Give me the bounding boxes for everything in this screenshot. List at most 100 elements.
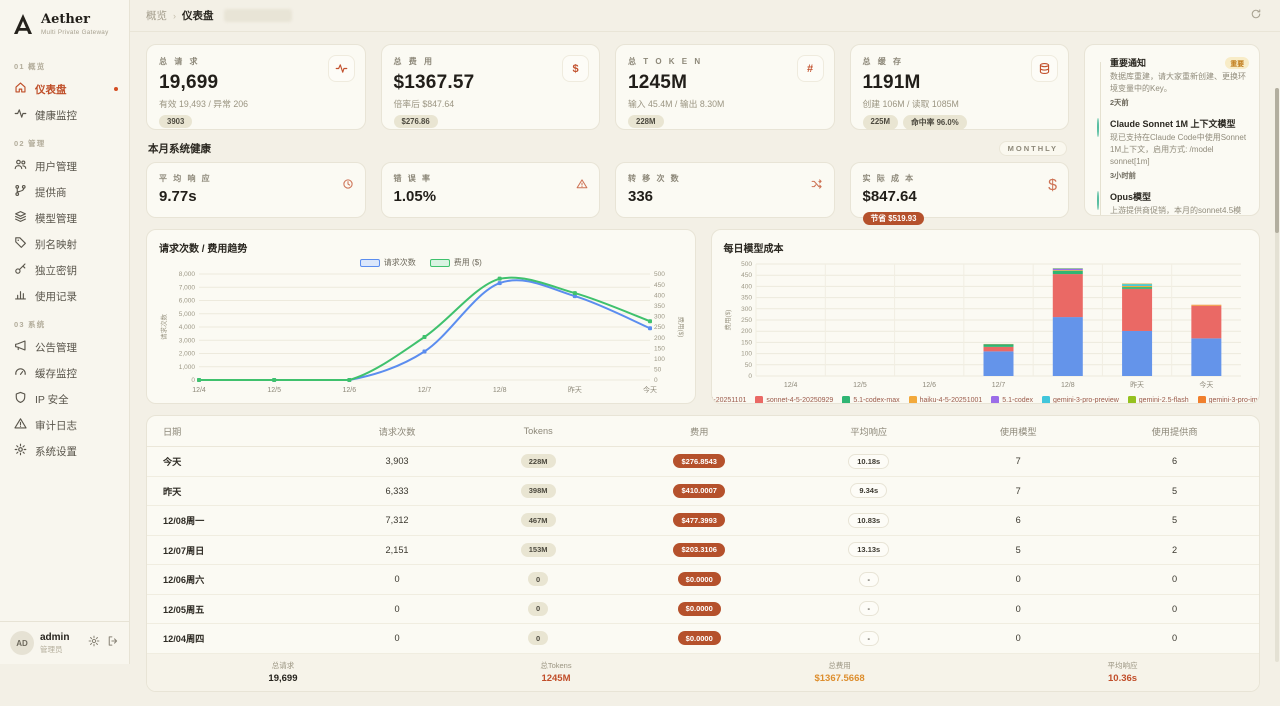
sidebar-item-key[interactable]: 独立密钥 xyxy=(0,257,129,283)
legend-item[interactable]: sonnet-4-5-20250929 xyxy=(755,396,833,404)
svg-text:请求次数: 请求次数 xyxy=(159,314,168,341)
sidebar-item-users[interactable]: 用户管理 xyxy=(0,153,129,179)
svg-text:400: 400 xyxy=(741,283,752,290)
key-icon xyxy=(14,262,27,278)
cell-response: 10.83s xyxy=(791,506,946,536)
cell-providers: 0 xyxy=(1090,594,1259,624)
legend-item[interactable]: 费用 ($) xyxy=(430,257,482,268)
health-label: 转 移 次 数 xyxy=(628,173,822,184)
legend-item[interactable]: 5.1-codex xyxy=(991,396,1033,404)
scrollbar[interactable] xyxy=(1275,88,1279,662)
sidebar-item-label: 公告管理 xyxy=(35,340,77,355)
monthly-tag: MONTHLY xyxy=(999,141,1067,156)
table-total: 总费用$1367.5668 xyxy=(814,660,864,684)
sidebar-item-label: 用户管理 xyxy=(35,159,77,174)
cell-response: - xyxy=(791,624,946,654)
notification-item[interactable]: Claude Sonnet 1M 上下文模型现已支持在Claude Code中使… xyxy=(1110,117,1249,181)
svg-text:6,000: 6,000 xyxy=(179,298,196,305)
sidebar-item-label: 缓存监控 xyxy=(35,366,77,381)
stat-value: 1245M xyxy=(628,72,822,94)
line-chart[interactable]: 01,0002,0003,0004,0005,0006,0007,0008,00… xyxy=(159,268,684,396)
legend-item[interactable]: gemini-3-pro-image-preview xyxy=(1198,396,1260,404)
sidebar-item-gauge[interactable]: 缓存监控 xyxy=(0,360,129,386)
sidebar-item-layers[interactable]: 模型管理 xyxy=(0,205,129,231)
sidebar-item-label: IP 安全 xyxy=(35,392,69,407)
settings-icon[interactable] xyxy=(88,634,100,652)
svg-text:150: 150 xyxy=(654,345,665,352)
sidebar-item-gear[interactable]: 系统设置 xyxy=(0,438,129,464)
legend-item[interactable]: opus-4-5-20251101 xyxy=(711,396,747,404)
svg-text:0: 0 xyxy=(654,377,658,384)
sidebar-item-megaphone[interactable]: 公告管理 xyxy=(0,334,129,360)
logout-icon[interactable] xyxy=(107,634,119,652)
sidebar-item-label: 审计日志 xyxy=(35,418,77,433)
cell-requests: 3,903 xyxy=(325,447,469,477)
svg-text:12/8: 12/8 xyxy=(1060,382,1074,389)
sidebar-item-shield[interactable]: IP 安全 xyxy=(0,386,129,412)
svg-text:12/6: 12/6 xyxy=(343,387,357,394)
cell-cost: $0.0000 xyxy=(607,594,791,624)
cell-tokens: 467M xyxy=(469,506,607,536)
cell-date: 12/07周日 xyxy=(147,535,325,565)
bar-chart-title: 每日模型成本 xyxy=(724,240,1248,255)
cell-providers: 0 xyxy=(1090,565,1259,595)
stat-label: 总 T O K E N xyxy=(628,56,822,67)
health-label: 平 均 响 应 xyxy=(159,173,353,184)
cell-providers: 6 xyxy=(1090,447,1259,477)
sidebar-item-git[interactable]: 提供商 xyxy=(0,179,129,205)
warning-icon xyxy=(576,177,588,195)
column-header: 平均响应 xyxy=(791,416,946,447)
svg-text:费用($): 费用($) xyxy=(677,317,684,338)
sidebar-item-bar-chart[interactable]: 使用记录 xyxy=(0,283,129,309)
sidebar-item-alert[interactable]: 审计日志 xyxy=(0,412,129,438)
refresh-icon[interactable] xyxy=(1250,8,1262,23)
breadcrumb-root[interactable]: 概览 xyxy=(146,8,167,23)
notification-item[interactable]: Opus模型上游提供商促销，本月的sonnet4.5模型请求，将自动尽量转为op… xyxy=(1110,190,1249,216)
legend-item[interactable]: gemini-2.5-flash xyxy=(1128,396,1189,404)
legend-item[interactable]: haiku-4-5-20251001 xyxy=(909,396,983,404)
cell-date: 12/04周四 xyxy=(147,624,325,654)
notification-item[interactable]: 重要通知重要数据库重建，请大家重新创建、更换环境变量中的Key。2天前 xyxy=(1110,56,1249,108)
legend-item[interactable]: 5.1-codex-max xyxy=(842,396,899,404)
legend-item[interactable]: 请求次数 xyxy=(360,257,416,268)
svg-text:12/7: 12/7 xyxy=(991,382,1005,389)
sidebar-item-pulse[interactable]: 健康监控 xyxy=(0,102,129,128)
users-icon xyxy=(14,158,27,174)
sidebar-item-tag[interactable]: 别名映射 xyxy=(0,231,129,257)
stat-label: 总 请 求 xyxy=(159,56,353,67)
stat-badge: 228M xyxy=(628,115,664,128)
legend-item[interactable]: gemini-3-pro-preview xyxy=(1042,396,1119,404)
stat-badge: 225M xyxy=(863,115,899,130)
sidebar-item-dashboard[interactable]: 仪表盘 xyxy=(0,76,129,102)
cell-cost: $0.0000 xyxy=(607,624,791,654)
legend-swatch-icon xyxy=(1128,396,1136,404)
cell-providers: 5 xyxy=(1090,476,1259,506)
timeline-dot-icon xyxy=(1097,192,1099,210)
app-title: Aether xyxy=(41,13,109,27)
topbar: 概览 › 仪表盘 xyxy=(130,0,1280,32)
svg-text:100: 100 xyxy=(741,351,752,358)
column-header: 日期 xyxy=(147,416,325,447)
cell-response: - xyxy=(791,594,946,624)
svg-text:350: 350 xyxy=(741,295,752,302)
svg-text:3,000: 3,000 xyxy=(179,337,196,344)
sidebar-item-label: 健康监控 xyxy=(35,108,77,123)
avatar: AD xyxy=(10,631,34,655)
health-value: 9.77s xyxy=(159,188,353,205)
svg-text:昨天: 昨天 xyxy=(568,385,582,394)
cell-tokens: 0 xyxy=(469,594,607,624)
cell-response: 13.13s xyxy=(791,535,946,565)
